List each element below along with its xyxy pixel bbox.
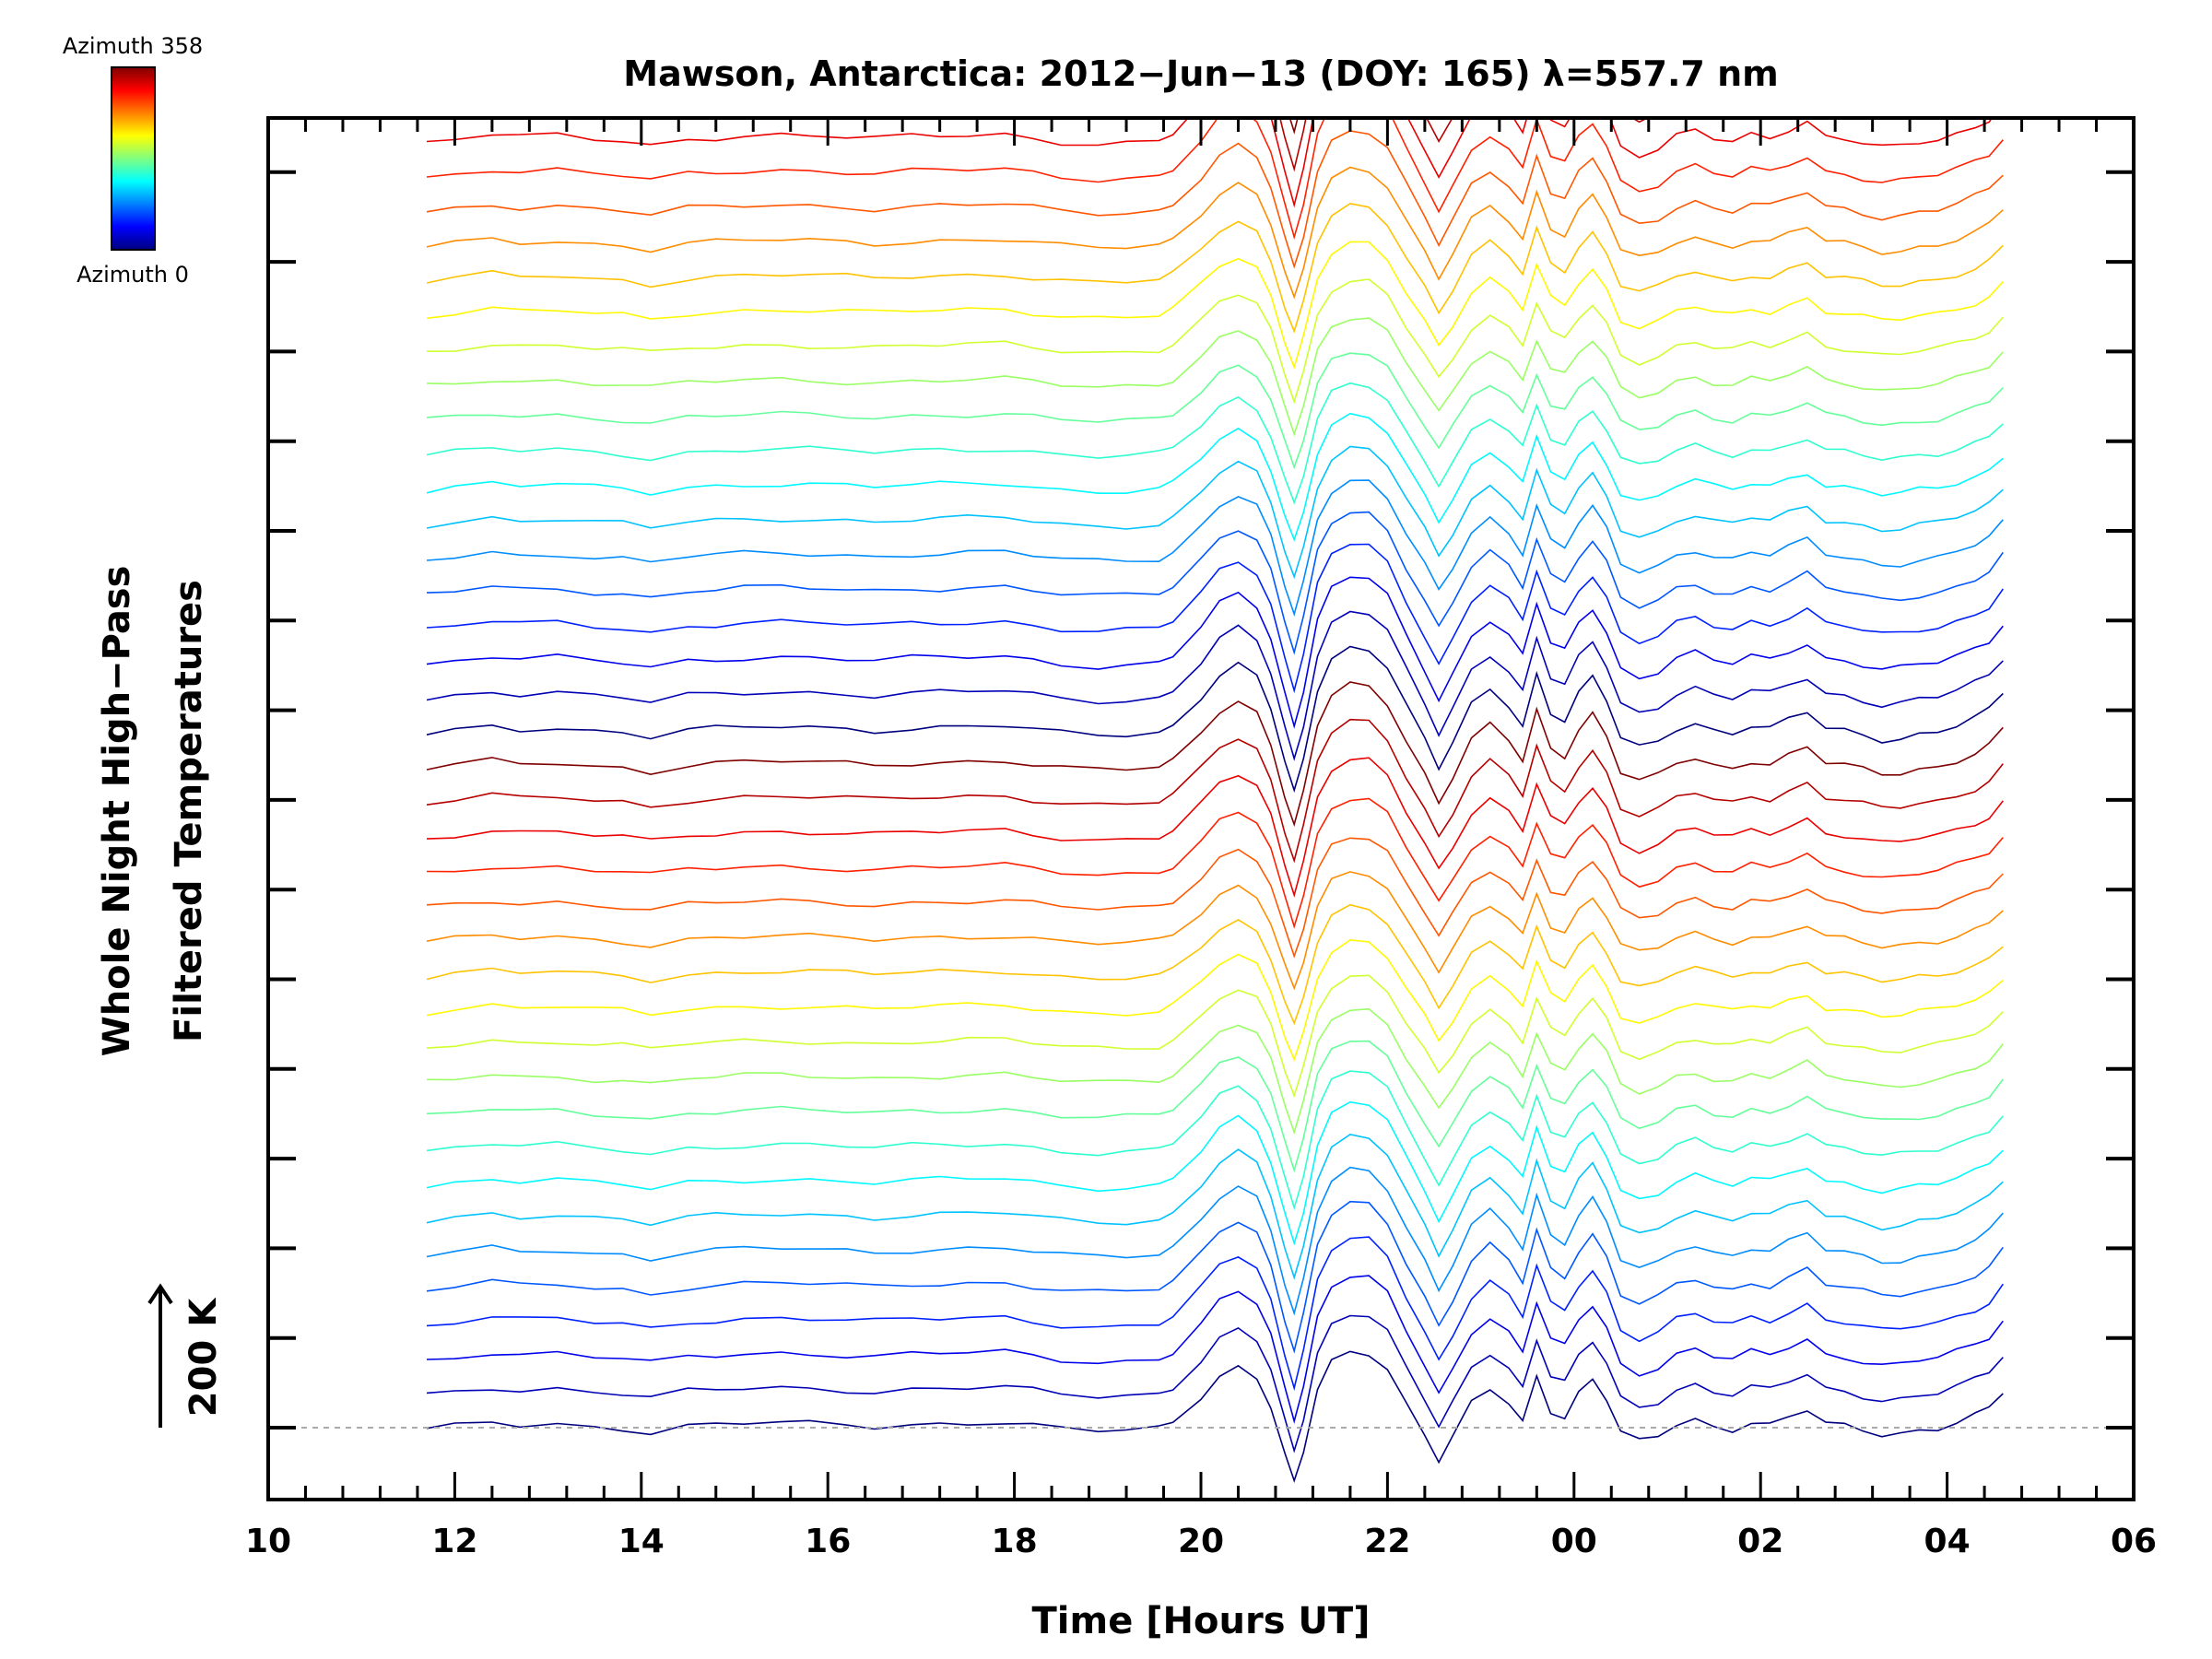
series-line (1278, 118, 1650, 172)
series-line (426, 1070, 2004, 1211)
scale-bar-arrow-head (147, 1283, 173, 1305)
series-line (426, 757, 2004, 899)
x-tick-label: 00 (1551, 1523, 1597, 1560)
series-line (427, 0, 2003, 60)
series-group (426, 0, 2004, 1484)
series-line (426, 479, 2004, 618)
series-line (426, 610, 2004, 761)
colorbar: Azimuth 358 Azimuth 0 (63, 33, 203, 288)
x-tick-label: 06 (2111, 1523, 2157, 1560)
series-line (427, 0, 2003, 23)
x-tick-labels: 10 12 14 16 18 20 22 00 02 04 06 (245, 1523, 2157, 1560)
series-line (426, 445, 2004, 580)
x-tick-label: 10 (245, 1523, 291, 1560)
x-tick-label: 20 (1178, 1523, 1224, 1560)
x-tick-label: 04 (1924, 1523, 1971, 1560)
x-tick-label: 22 (1364, 1523, 1410, 1560)
series-line (426, 412, 2004, 542)
x-tick-label: 16 (805, 1523, 851, 1560)
x-tick-label: 02 (1737, 1523, 1783, 1560)
series-line (426, 543, 2004, 694)
x-axis-label: Time [Hours UT] (1032, 1600, 1371, 1642)
series-line (426, 241, 2004, 370)
series-line (426, 871, 2004, 991)
series-line (426, 202, 2004, 334)
series-line (426, 1166, 2004, 1316)
series-line (426, 118, 1994, 208)
scale-bar: 200 K (147, 1283, 225, 1428)
series-line (426, 1040, 2004, 1173)
series-line (426, 317, 2004, 437)
x-tick-label: 12 (431, 1523, 477, 1560)
series-line (426, 1314, 2004, 1453)
series-line (426, 1350, 2004, 1484)
colorbar-label-top: Azimuth 358 (63, 33, 203, 59)
chart-title: Mawson, Antarctica: 2012−Jun−13 (DOY: 16… (623, 53, 1779, 94)
series-line (426, 903, 2004, 1026)
series-line (426, 166, 2004, 300)
series-line (426, 1275, 2004, 1424)
x-tick-label: 14 (618, 1523, 665, 1560)
x-ticks (266, 118, 2136, 1500)
x-tick-label: 18 (992, 1523, 1038, 1560)
colorbar-bar (111, 66, 156, 251)
series-line (426, 278, 2004, 405)
series-line (426, 382, 2004, 505)
series-line (426, 576, 2004, 729)
y-axis-label-line2: Filtered Temperatures (168, 580, 210, 1042)
plot-frame (266, 116, 2136, 1501)
series-line (426, 511, 2004, 655)
series-line (426, 352, 2004, 470)
scale-bar-label: 200 K (182, 1297, 225, 1417)
series-line (426, 1100, 2004, 1246)
series-line (426, 1133, 2004, 1280)
y-axis-label-line1: Whole Night High−Pass (96, 566, 138, 1057)
series-line (426, 1200, 2004, 1354)
series-line (426, 938, 2004, 1062)
series-line (426, 681, 2004, 828)
series-line (426, 130, 2004, 269)
series-line (426, 797, 2004, 929)
series-line (426, 974, 2004, 1099)
series-line (426, 1007, 2004, 1135)
colorbar-label-bottom: Azimuth 0 (76, 262, 189, 288)
series-line (426, 837, 2004, 959)
y-ticks (268, 170, 2134, 1430)
series-line (426, 1236, 2004, 1392)
series-line (426, 718, 2004, 864)
series-line (426, 645, 2004, 794)
series-line (426, 118, 2004, 241)
